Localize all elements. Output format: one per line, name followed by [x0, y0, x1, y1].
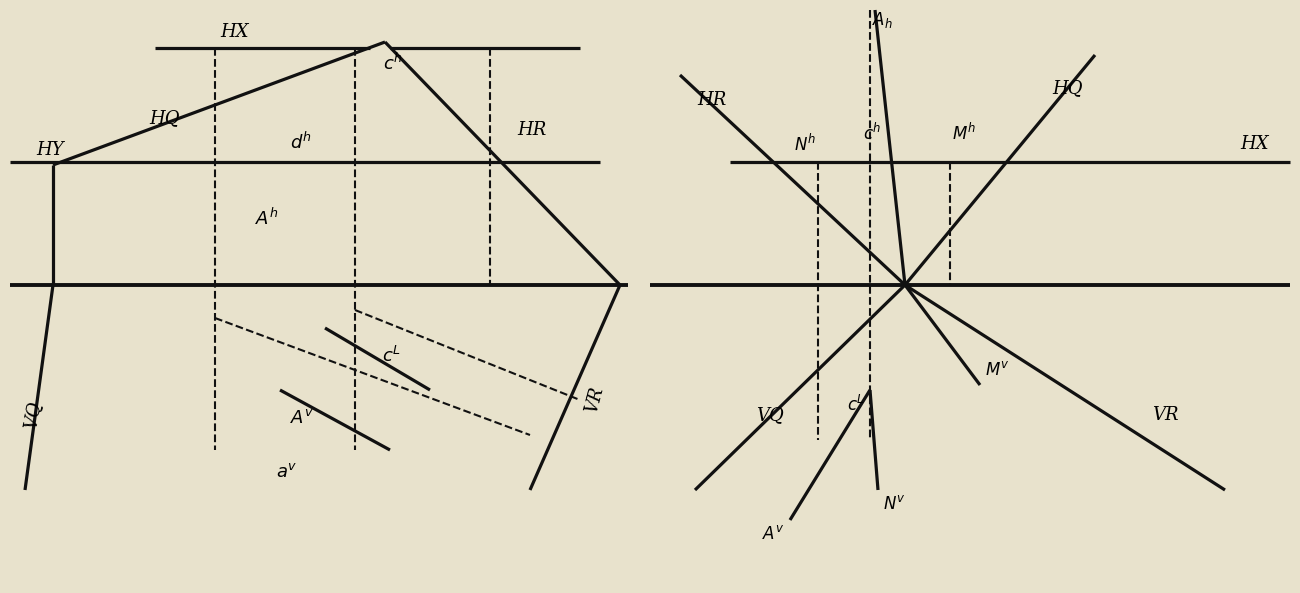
- Text: $A^h$: $A^h$: [255, 208, 278, 228]
- Text: HR: HR: [697, 91, 727, 109]
- Text: $N^v$: $N^v$: [883, 495, 906, 513]
- Text: $M^h$: $M^h$: [952, 123, 976, 144]
- Text: VQ: VQ: [757, 406, 784, 424]
- Text: HQ: HQ: [150, 109, 181, 127]
- Text: $d^h$: $d^h$: [290, 132, 312, 153]
- Text: $A^v$: $A^v$: [763, 525, 785, 543]
- Text: $A^v$: $A^v$: [290, 409, 315, 427]
- Text: VR: VR: [582, 385, 607, 415]
- Text: $A_h$: $A_h$: [872, 10, 893, 30]
- Text: HX: HX: [221, 23, 250, 41]
- Text: $c^L$: $c^L$: [382, 346, 400, 366]
- Text: VQ: VQ: [22, 400, 44, 431]
- Text: $M^v$: $M^v$: [985, 361, 1010, 379]
- Text: VR: VR: [1152, 406, 1178, 424]
- Text: HX: HX: [1240, 135, 1269, 153]
- Text: $a^v$: $a^v$: [277, 463, 298, 481]
- Text: HQ: HQ: [1053, 79, 1083, 97]
- Text: $N^h$: $N^h$: [794, 133, 816, 155]
- Text: $c^L$: $c^L$: [848, 395, 864, 415]
- Text: HY: HY: [36, 141, 64, 159]
- Text: $c^h$: $c^h$: [863, 123, 881, 144]
- Text: $c^h$: $c^h$: [384, 53, 403, 74]
- Text: HR: HR: [517, 121, 546, 139]
